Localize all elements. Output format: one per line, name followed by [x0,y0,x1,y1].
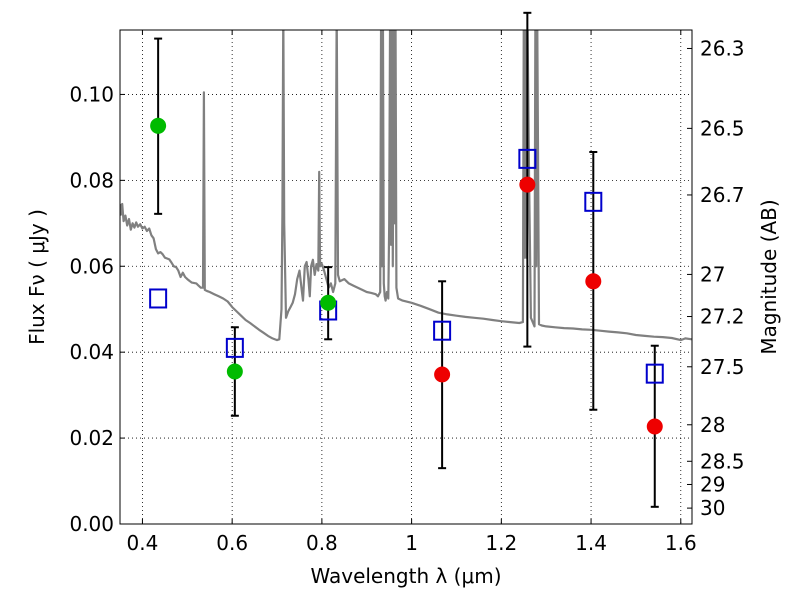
y-tick-label: 0.10 [69,82,114,106]
error-bars [154,11,659,508]
y-axis-label: Flux Fν ( μJy ) [25,209,49,345]
y-tick-label: 0.06 [69,254,114,278]
model-photometry-point [433,320,452,341]
x-axis-label: Wavelength λ (μm) [310,564,501,588]
observed-nir-point [434,366,451,383]
x-tick-label: 0.6 [216,531,248,555]
model-sed-layer [120,30,692,342]
y2-tick-label: 26.3 [700,36,745,60]
y2-tick-label: 27 [700,262,725,286]
y2-tick-label: 26.7 [700,183,745,207]
observed-nir-point [646,418,663,435]
y-tick-label: 0.08 [69,168,114,192]
model-photometry-point [225,337,244,358]
y2-tick-label: 28 [700,413,725,437]
y2-tick-label: 29 [700,472,725,496]
x-tick-label: 0.8 [306,531,338,555]
y2-tick-label: 28.5 [700,449,745,473]
y2-tick-label: 27.2 [700,305,745,329]
x-tick-label: 1 [405,531,418,555]
y2-tick-label: 27.5 [700,355,745,379]
y2-tick-label: 26.5 [700,116,745,140]
model-photometry-point [584,191,603,212]
model-photometry-point [149,288,168,309]
model-photometry-point [518,148,537,169]
y-tick-label: 0.02 [69,426,114,450]
y-tick-label: 0.04 [69,340,114,364]
axis-ticks: 0.4 0.6 0.8 1 1.2 1.4 1.6 0.00 0.02 0.04 0.06 0.08 0… [69,30,745,555]
observed-optical-point [320,294,337,311]
y-tick-label: 0.00 [69,512,114,536]
plot-frame [119,29,693,525]
observed-optical-point [150,117,167,134]
observed-nir-point [519,176,536,193]
y2-tick-label: 30 [700,496,725,520]
model-photometry-point [645,363,664,384]
x-tick-label: 1.6 [665,531,697,555]
x-tick-label: 0.4 [127,531,159,555]
markers [149,117,664,435]
x-tick-label: 1.2 [485,531,517,555]
observed-optical-point [226,363,243,380]
observed-nir-point [585,273,602,290]
model-sed-line [120,30,692,342]
x-tick-label: 1.4 [575,531,607,555]
y2-axis-label: Magnitude (AB) [757,199,781,354]
